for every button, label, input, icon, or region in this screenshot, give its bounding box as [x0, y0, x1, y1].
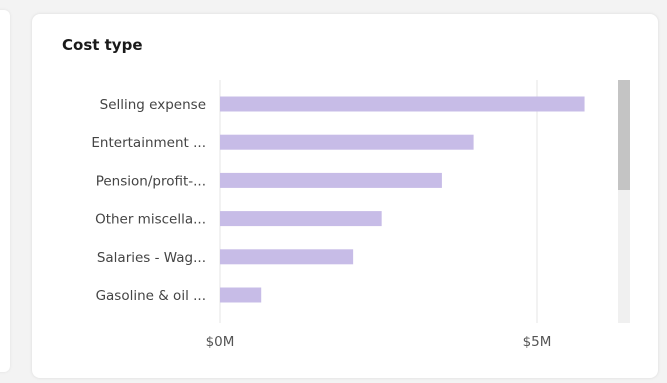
adjacent-card-edge [0, 10, 10, 372]
category-label: Salaries - Wag... [97, 250, 206, 266]
category-label: Pension/profit-... [96, 173, 206, 189]
bar[interactable] [220, 172, 442, 188]
category-label: Other miscella... [95, 212, 206, 228]
bar[interactable] [220, 249, 354, 265]
bar[interactable] [220, 134, 474, 150]
category-label: Selling expense [100, 97, 206, 113]
bar[interactable] [220, 287, 262, 303]
card-title: Cost type [62, 36, 143, 54]
bar[interactable] [220, 96, 585, 112]
category-label: Gasoline & oil ... [96, 288, 206, 304]
chart-scrollbar-thumb[interactable] [618, 80, 630, 190]
x-tick-label: $5M [523, 334, 552, 350]
category-label: Entertainment ... [91, 135, 206, 151]
x-tick-label: $0M [206, 334, 235, 350]
chart-scrollbar[interactable] [618, 80, 630, 323]
cost-type-card: Cost type $0M $5M Selling expense Entertain… [32, 14, 658, 378]
bar[interactable] [220, 211, 382, 227]
cost-type-bar-chart: $0M $5M Selling expense Entertainment ... Pe… [91, 80, 585, 350]
